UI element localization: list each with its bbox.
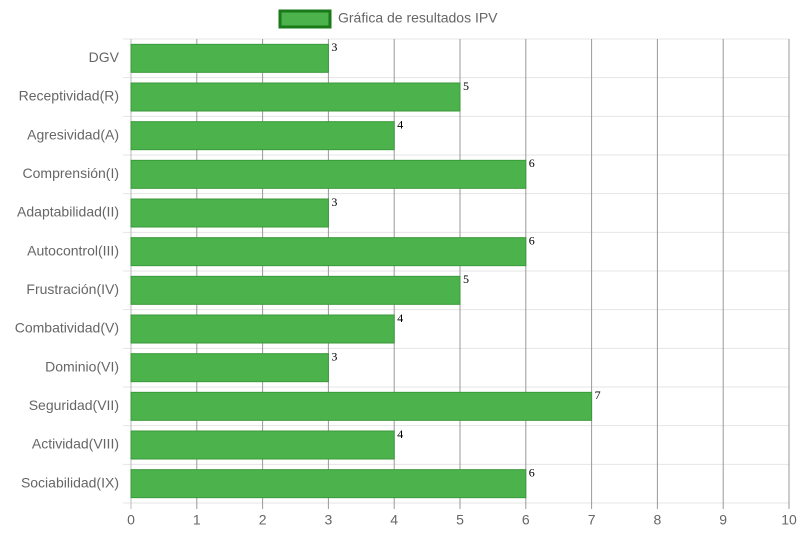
data-label: 3 — [331, 195, 337, 209]
bar — [130, 43, 329, 73]
bar — [130, 159, 527, 189]
x-tick-label: 4 — [390, 512, 398, 528]
bar — [130, 469, 527, 499]
data-label: 6 — [529, 465, 535, 479]
data-label: 6 — [529, 156, 535, 170]
y-tick-label: Receptividad(R) — [19, 88, 119, 104]
x-tick-label: 10 — [781, 512, 797, 528]
y-tick-label: Actividad(VIII) — [32, 436, 119, 452]
bar — [130, 82, 461, 112]
data-label: 4 — [397, 117, 403, 131]
x-tick-label: 2 — [259, 512, 267, 528]
y-tick-label: Comprensión(I) — [23, 165, 119, 181]
y-tick-label: Agresividad(A) — [27, 126, 119, 142]
bar — [130, 314, 395, 344]
y-tick-label: Dominio(VI) — [45, 358, 119, 374]
bar — [130, 237, 527, 267]
legend-label: Gráfica de resultados IPV — [338, 10, 498, 26]
y-tick-label: Seguridad(VII) — [29, 397, 119, 413]
data-label: 3 — [331, 349, 337, 363]
y-tick-label: DGV — [89, 49, 120, 65]
y-tick-label: Combatividad(V) — [15, 320, 119, 336]
y-tick-label: Adaptabilidad(II) — [17, 204, 119, 220]
x-tick-label: 9 — [719, 512, 727, 528]
bar — [130, 391, 593, 421]
data-label: 5 — [463, 79, 469, 93]
x-tick-label: 8 — [654, 512, 662, 528]
bar — [130, 275, 461, 305]
bar — [130, 198, 329, 228]
bar — [130, 353, 329, 383]
data-label: 4 — [397, 427, 403, 441]
data-label: 7 — [595, 388, 601, 402]
bar — [130, 121, 395, 151]
x-tick-label: 7 — [588, 512, 596, 528]
data-label: 3 — [331, 40, 337, 54]
y-tick-label: Sociabilidad(IX) — [21, 474, 119, 490]
y-tick-label: Frustración(IV) — [26, 281, 119, 297]
data-label: 4 — [397, 311, 403, 325]
x-tick-label: 5 — [456, 512, 464, 528]
x-tick-label: 0 — [127, 512, 135, 528]
data-label: 5 — [463, 272, 469, 286]
bar — [130, 430, 395, 460]
x-tick-label: 1 — [193, 512, 201, 528]
data-label: 6 — [529, 233, 535, 247]
x-tick-label: 3 — [325, 512, 333, 528]
x-tick-label: 6 — [522, 512, 530, 528]
y-tick-label: Autocontrol(III) — [27, 242, 119, 258]
legend-swatch[interactable] — [278, 9, 332, 29]
